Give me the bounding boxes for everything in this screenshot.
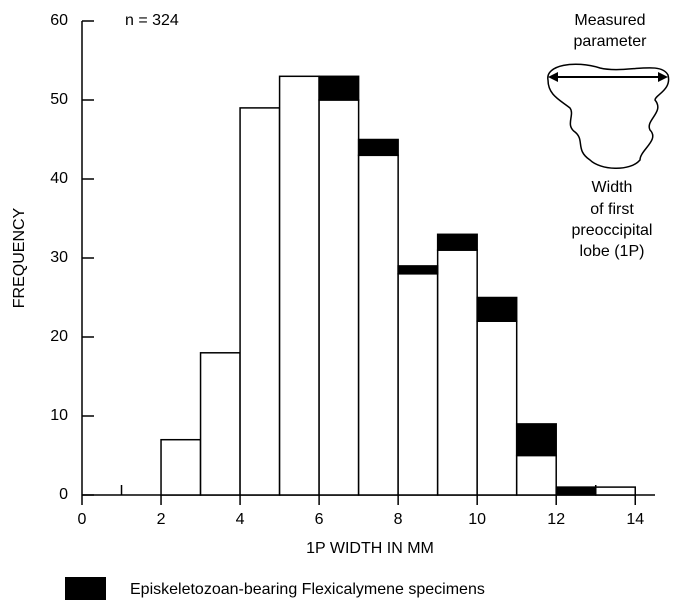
legend-label: Episkeletozoan-bearing Flexicalymene spe… — [130, 581, 485, 598]
bar — [594, 486, 636, 496]
annotation: lobe (1P) — [580, 243, 645, 260]
bar — [318, 75, 360, 101]
annotation: Measured — [574, 12, 645, 29]
y-tick-label: 60 — [50, 12, 68, 29]
y-tick-label: 20 — [50, 328, 68, 345]
x-tick-label: 8 — [394, 511, 403, 528]
bar — [199, 352, 241, 496]
annotation: Width — [592, 179, 633, 196]
inset-diagram — [547, 63, 670, 169]
y-tick-label: 0 — [59, 486, 68, 503]
y-tick-label: 30 — [50, 249, 68, 266]
x-tick-label: 4 — [236, 511, 245, 528]
bar — [515, 423, 557, 457]
bar — [397, 265, 439, 275]
bar — [278, 75, 320, 496]
y-tick-label: 10 — [50, 407, 68, 424]
bar — [160, 438, 202, 496]
x-tick-label: 12 — [547, 511, 565, 528]
y-tick-label: 50 — [50, 91, 68, 108]
bar — [239, 107, 281, 496]
bar — [397, 273, 439, 496]
x-tick-label: 0 — [78, 511, 87, 528]
bar — [436, 233, 478, 251]
bar — [476, 296, 518, 322]
annotation: n = 324 — [125, 12, 179, 29]
x-tick-label: 14 — [626, 511, 644, 528]
x-tick-label: 2 — [157, 511, 166, 528]
annotation: of first — [590, 201, 634, 218]
bar — [476, 320, 518, 496]
x-tick-label: 6 — [315, 511, 324, 528]
bar — [318, 99, 360, 496]
x-tick-label: 10 — [468, 511, 486, 528]
x-axis-label: 1P WIDTH IN MM — [306, 540, 434, 557]
y-axis-label: FREQUENCY — [11, 207, 28, 308]
legend-swatch — [65, 577, 106, 600]
bar — [357, 138, 399, 157]
annotation: parameter — [574, 33, 648, 50]
bar — [436, 249, 478, 496]
y-tick-label: 40 — [50, 170, 68, 187]
bar — [555, 486, 597, 496]
bar — [515, 454, 557, 496]
bar — [357, 154, 399, 496]
annotation: preoccipital — [572, 222, 653, 239]
